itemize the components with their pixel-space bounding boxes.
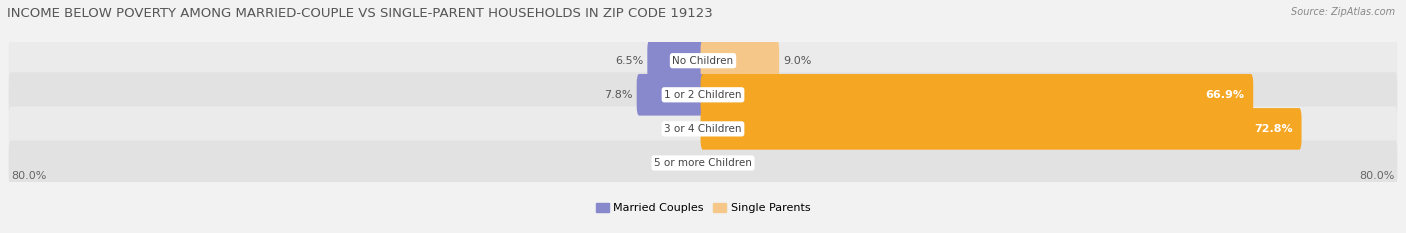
Text: 3 or 4 Children: 3 or 4 Children xyxy=(664,124,742,134)
Text: 80.0%: 80.0% xyxy=(11,171,46,181)
FancyBboxPatch shape xyxy=(8,38,1398,83)
Text: 7.8%: 7.8% xyxy=(605,90,633,100)
Text: 6.5%: 6.5% xyxy=(614,56,643,66)
FancyBboxPatch shape xyxy=(700,40,779,82)
FancyBboxPatch shape xyxy=(8,106,1398,151)
Text: 72.8%: 72.8% xyxy=(1254,124,1292,134)
Text: 0.0%: 0.0% xyxy=(710,158,738,168)
Text: 9.0%: 9.0% xyxy=(783,56,811,66)
Text: No Children: No Children xyxy=(672,56,734,66)
FancyBboxPatch shape xyxy=(700,74,1253,116)
Text: 0.0%: 0.0% xyxy=(668,158,696,168)
FancyBboxPatch shape xyxy=(647,40,706,82)
Text: INCOME BELOW POVERTY AMONG MARRIED-COUPLE VS SINGLE-PARENT HOUSEHOLDS IN ZIP COD: INCOME BELOW POVERTY AMONG MARRIED-COUPL… xyxy=(7,7,713,20)
Text: 5 or more Children: 5 or more Children xyxy=(654,158,752,168)
FancyBboxPatch shape xyxy=(8,140,1398,185)
Text: 0.0%: 0.0% xyxy=(668,124,696,134)
FancyBboxPatch shape xyxy=(637,74,706,116)
Text: 66.9%: 66.9% xyxy=(1205,90,1244,100)
FancyBboxPatch shape xyxy=(8,72,1398,117)
Text: Source: ZipAtlas.com: Source: ZipAtlas.com xyxy=(1291,7,1395,17)
Text: 1 or 2 Children: 1 or 2 Children xyxy=(664,90,742,100)
Legend: Married Couples, Single Parents: Married Couples, Single Parents xyxy=(593,200,813,215)
Text: 80.0%: 80.0% xyxy=(1360,171,1395,181)
FancyBboxPatch shape xyxy=(700,108,1302,150)
